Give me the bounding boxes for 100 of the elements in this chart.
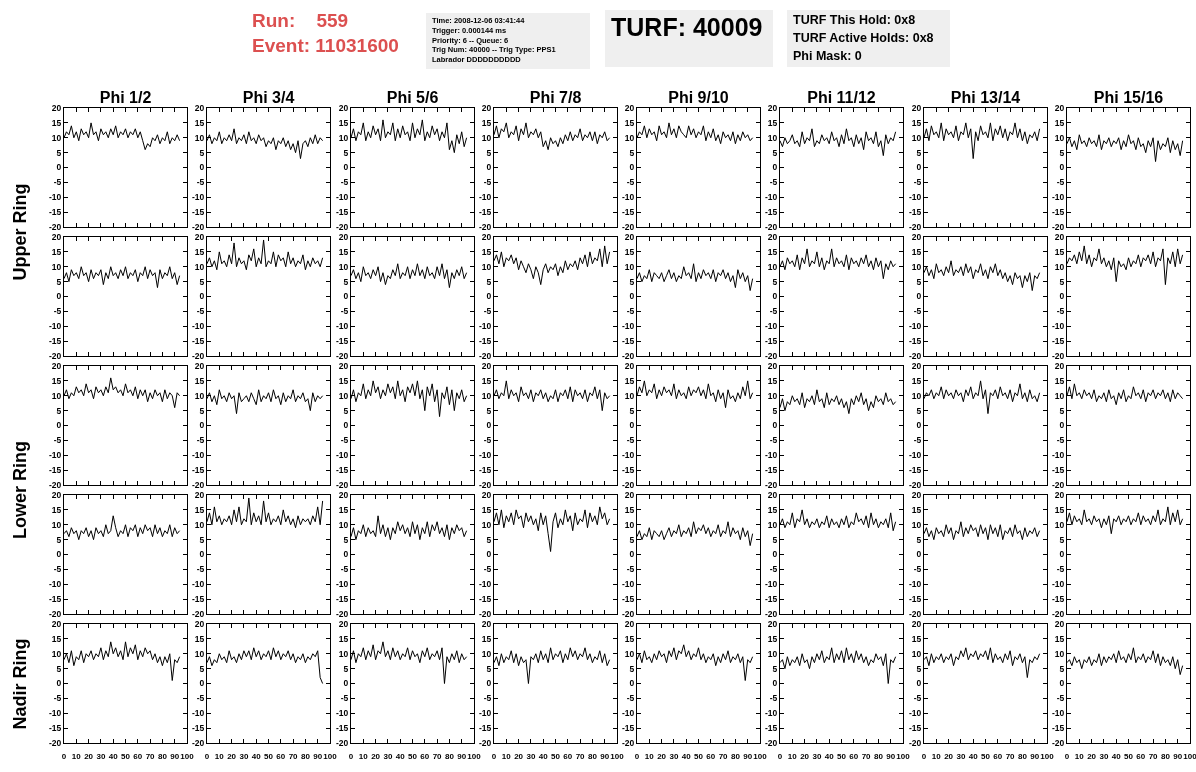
chart-title: Phi 13/14	[950, 89, 1020, 106]
y-tick-label: 0	[916, 162, 922, 173]
y-tick-label: -10	[49, 579, 62, 590]
y-tick-label: 20	[338, 231, 349, 242]
y-tick-label: -5	[769, 564, 778, 575]
y-tick-label: 5	[199, 663, 205, 674]
y-tick-label: 0	[199, 162, 205, 173]
y-tick-label: 15	[1054, 117, 1065, 128]
y-tick-label: -20	[192, 737, 205, 748]
y-tick-label: 5	[1059, 405, 1065, 416]
y-tick-label: 10	[624, 132, 635, 143]
y-tick-label: 10	[51, 390, 62, 401]
y-tick-label: 10	[481, 261, 492, 272]
y-tick-label: -10	[478, 579, 492, 590]
y-tick-label: -10	[335, 450, 349, 461]
y-tick-label: -10	[908, 321, 922, 332]
y-tick-label: 5	[199, 405, 205, 416]
x-tick-label: 40	[968, 751, 978, 761]
y-tick-label: -5	[196, 306, 205, 317]
y-tick-label: -20	[192, 608, 205, 619]
y-tick-label: -10	[335, 192, 349, 203]
y-tick-label: 20	[768, 618, 778, 629]
y-tick-label: -10	[622, 450, 635, 461]
y-tick-label: 20	[338, 102, 349, 113]
y-tick-label: 15	[338, 117, 349, 128]
x-tick-label: 90	[886, 751, 896, 761]
y-tick-label: 20	[624, 231, 635, 242]
y-tick-label: 5	[1059, 276, 1065, 287]
y-tick-label: -15	[49, 594, 62, 605]
y-tick-label: -10	[1051, 192, 1065, 203]
y-tick-label: -20	[622, 608, 635, 619]
y-tick-label: -20	[335, 479, 349, 490]
x-tick-label: 40	[1111, 751, 1121, 761]
x-tick-label: 10	[71, 751, 82, 761]
y-tick-label: -5	[53, 564, 62, 575]
y-tick-label: -5	[53, 306, 62, 317]
y-tick-label: 10	[768, 132, 778, 143]
y-tick-label: 20	[624, 618, 635, 629]
y-tick-label: 15	[768, 117, 778, 128]
y-tick-label: 10	[51, 132, 62, 143]
x-tick-label: 60	[563, 751, 573, 761]
y-tick-label: -15	[622, 723, 635, 734]
y-tick-label: 10	[1054, 648, 1065, 659]
y-tick-label: 20	[51, 489, 62, 500]
y-tick-label: -15	[622, 207, 635, 218]
y-tick-label: 15	[51, 117, 62, 128]
x-tick-label: 10	[215, 751, 225, 761]
chart-title: Phi 15/16	[1093, 89, 1164, 106]
y-tick-label: -10	[622, 192, 635, 203]
x-tick-label: 70	[1148, 751, 1158, 761]
y-tick-label: -5	[1056, 306, 1065, 317]
y-tick-label: 10	[195, 648, 205, 659]
x-tick-label: 90	[456, 751, 467, 761]
y-tick-label: 0	[916, 549, 922, 560]
y-tick-label: -5	[53, 693, 62, 704]
y-tick-label: -10	[478, 321, 492, 332]
y-tick-label: 5	[772, 147, 778, 158]
y-tick-label: -20	[49, 479, 62, 490]
y-tick-label: 0	[916, 420, 922, 431]
y-tick-label: -15	[1051, 336, 1065, 347]
y-tick-label: 0	[343, 291, 349, 302]
x-tick-label: 90	[1029, 751, 1040, 761]
y-tick-label: 10	[624, 390, 635, 401]
y-tick-label: 15	[911, 117, 922, 128]
y-tick-label: -20	[908, 350, 922, 361]
y-tick-label: -5	[1056, 564, 1065, 575]
y-tick-label: -15	[765, 594, 778, 605]
y-tick-label: 5	[629, 405, 635, 416]
x-tick-label: 30	[812, 751, 823, 761]
y-tick-label: 0	[343, 162, 349, 173]
y-tick-label: 0	[1059, 678, 1065, 689]
x-tick-label: 30	[955, 751, 966, 761]
y-tick-label: 20	[51, 618, 62, 629]
y-tick-label: 20	[768, 231, 778, 242]
y-tick-label: -20	[335, 221, 349, 232]
y-tick-label: 15	[911, 633, 922, 644]
x-tick-label: 100	[610, 751, 624, 761]
y-tick-label: 20	[51, 102, 62, 113]
y-tick-label: 15	[624, 633, 635, 644]
y-tick-label: -20	[1051, 608, 1065, 619]
text: Phi Mask: 0	[793, 48, 863, 66]
chart-title: Phi 11/12	[807, 89, 877, 106]
y-tick-label: 0	[56, 678, 62, 689]
x-tick-label: 50	[1123, 751, 1134, 761]
y-tick-label: -20	[49, 350, 62, 361]
y-axis-title: Lower Ring	[9, 441, 31, 539]
y-tick-label: 20	[911, 489, 922, 500]
y-tick-label: -15	[1051, 207, 1065, 218]
y-tick-label: 20	[624, 360, 635, 371]
y-tick-label: 20	[1054, 489, 1065, 500]
y-tick-label: -15	[49, 336, 62, 347]
y-tick-label: 0	[772, 678, 778, 689]
y-tick-label: 5	[486, 534, 492, 545]
y-tick-label: -20	[49, 737, 62, 748]
y-tick-label: -10	[192, 708, 205, 719]
y-tick-label: 10	[481, 648, 492, 659]
y-tick-label: -15	[478, 723, 492, 734]
y-tick-label: 5	[629, 663, 635, 674]
y-tick-label: 15	[768, 375, 778, 386]
y-tick-label: -20	[1051, 479, 1065, 490]
